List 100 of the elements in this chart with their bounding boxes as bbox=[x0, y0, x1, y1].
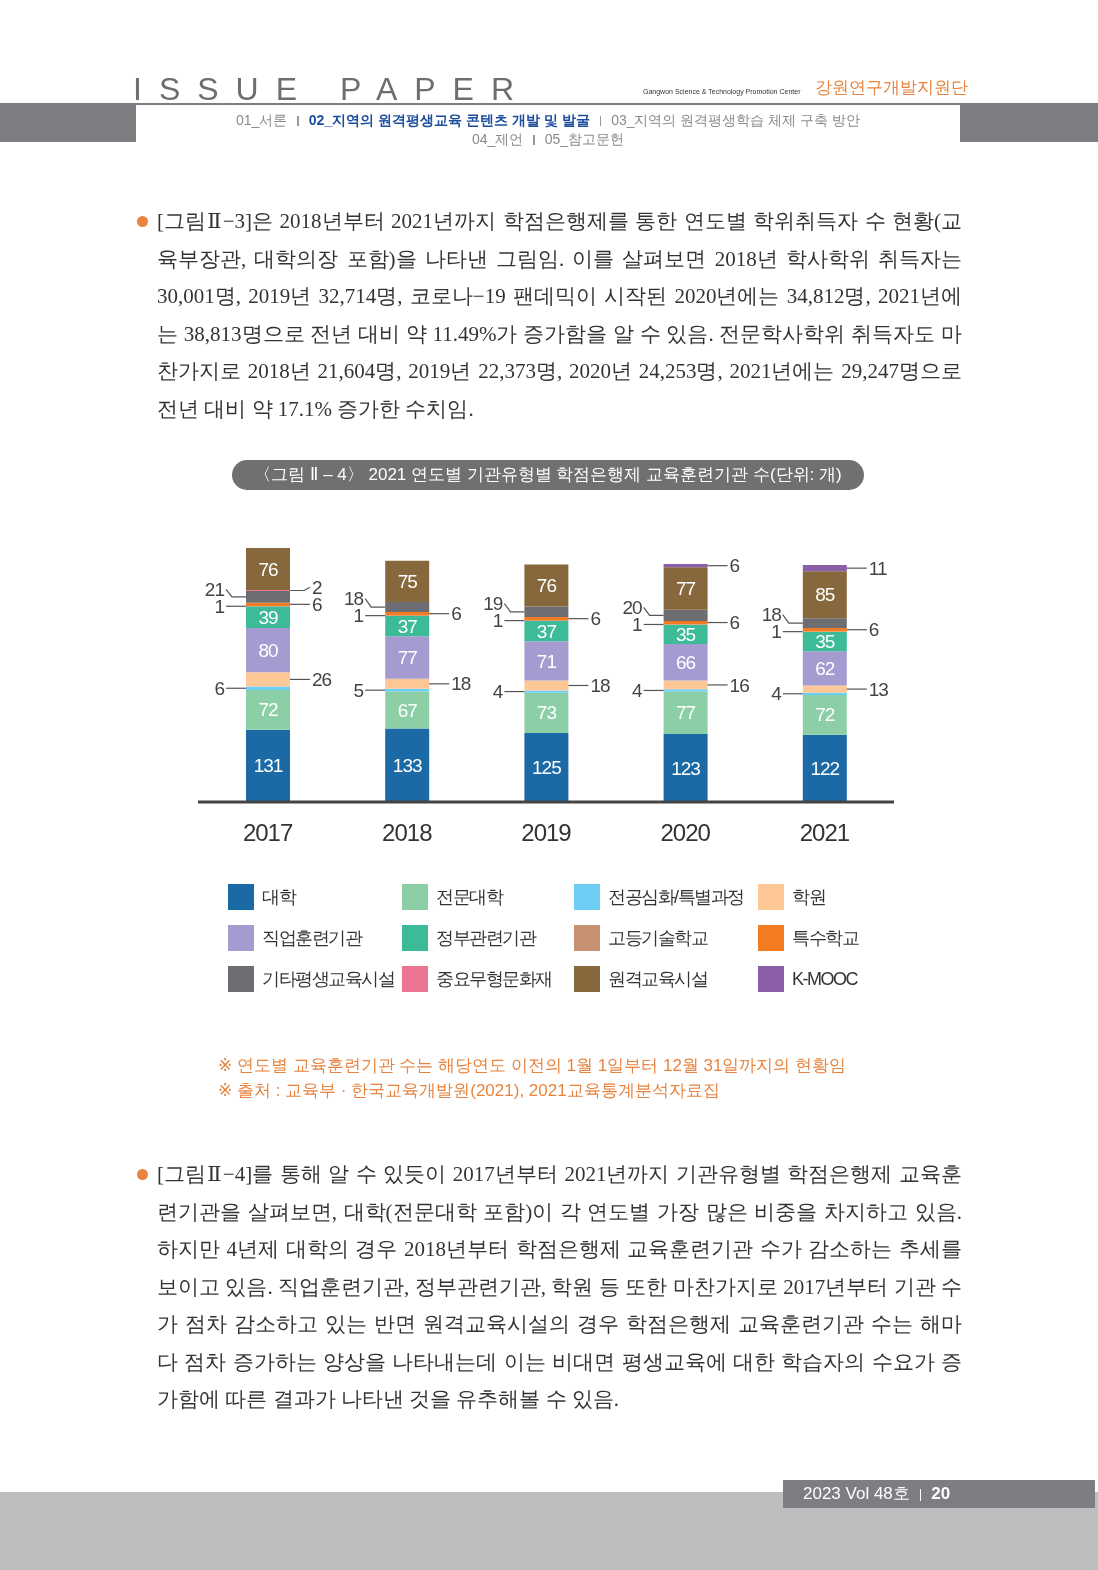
data-label: 13 bbox=[868, 678, 889, 700]
data-label: 85 bbox=[815, 584, 835, 606]
data-label: 72 bbox=[815, 704, 835, 726]
legend-label: K-MOOC bbox=[792, 968, 857, 990]
bar bbox=[802, 565, 847, 572]
data-label: 75 bbox=[397, 571, 418, 593]
text: 04_제언 bbox=[471, 131, 524, 147]
data-label: 133 bbox=[392, 754, 422, 776]
bar bbox=[524, 692, 569, 733]
text: 05_참고문헌 bbox=[544, 131, 625, 147]
data-label: 62 bbox=[815, 658, 835, 680]
bar bbox=[246, 672, 290, 687]
x-tick-label: 2018 bbox=[382, 819, 433, 847]
legend-label: 학원 bbox=[792, 886, 825, 909]
text: [그림Ⅱ−3]은 2018년부터 2021년까지 학점은행제를 통한 연도별 학위취득자 수 현황(교육부장관, 대학의장 포함)을 나타낸 그림임. 이를 살펴보면 2018년 학사학위 취득자는 30,001명, 2019년 32,714명, 코로나−19 팬데믹이 시작된 2020년에는 34,812명, 2021년에는 38,813명으로 전년 대비 약 11.49%가 증가함을 알 수 있음. 전문학사학위 취득자도 마찬가지로 2018년 21,604명, 2019년 22,373명, 2020년 24,253명, 2021년에는 29,247명으로 전년 대비 약 17.1% 증가한 수치임. bbox=[157, 208, 962, 423]
data-label: 18 bbox=[451, 673, 471, 695]
bar bbox=[524, 606, 569, 618]
text: [그림Ⅱ−4]를 통해 알 수 있듯이 2017년부터 2021년까지 기관유형별 학점은행제 교육훈련기관을 살펴보면, 대학(전문대학 포함)이 각 연도별 가장 많은 비중을 차지하고 있음. 하지만 4년제 대학의 경우 2018년부터 학점은행제 교육훈련기관 수가 감소하는 추세를 보이고 있음. 직업훈련기관, 정부관련기관, 학원 등 또한 마찬가지로 2017년부터 기관 수가 점차 감소하고 있는 반면 원격교육시설의 경우 학점은행제 교육훈련기관 수는 해마다 점차 증가하는 양상을 나타내는데 이는 비대면 평생교육에 대한 학습자의 수요가 증가함에 따른 결과가 나타낸 것을 유추해볼 수 있음. bbox=[157, 1161, 963, 1413]
legend-label: 기타평생교육시설 bbox=[262, 968, 394, 991]
bar bbox=[802, 618, 847, 629]
text: 02_지역의 원격평생교육 콘텐츠 개발 및 발굴 bbox=[308, 112, 590, 128]
bar bbox=[385, 691, 430, 729]
data-label: 35 bbox=[815, 631, 835, 653]
data-label: 66 bbox=[676, 651, 696, 673]
data-label: 77 bbox=[676, 578, 696, 600]
bar bbox=[663, 734, 708, 802]
bar bbox=[385, 602, 430, 613]
text: ※ 연도별 교육훈련기관 수는 해당연도 이전의 1월 1일부터 12월 31일까지의 현황임 bbox=[218, 1055, 847, 1077]
data-label: 6 bbox=[590, 608, 601, 630]
bar bbox=[385, 728, 430, 802]
legend-label: 원격교육시설 bbox=[608, 968, 707, 991]
data-label: 6 bbox=[729, 555, 740, 577]
data-label: 80 bbox=[258, 639, 278, 661]
bar bbox=[802, 694, 847, 735]
x-tick-label: 2017 bbox=[242, 819, 293, 847]
legend-label: 중요무형문화재 bbox=[436, 968, 552, 991]
bar bbox=[663, 680, 708, 690]
bar bbox=[524, 564, 569, 607]
bar bbox=[663, 689, 708, 692]
legend-label: 전공심화/특별과정 bbox=[608, 886, 744, 909]
bar bbox=[663, 567, 708, 610]
bar bbox=[524, 732, 569, 802]
bar bbox=[246, 602, 290, 606]
data-label: 6 bbox=[214, 677, 225, 699]
bar bbox=[246, 729, 290, 802]
bar bbox=[246, 591, 290, 603]
bar bbox=[663, 609, 708, 621]
x-tick-label: 2021 bbox=[799, 819, 850, 847]
x-tick-label: 2020 bbox=[660, 819, 711, 847]
bar bbox=[802, 692, 847, 695]
data-label: 5 bbox=[353, 679, 364, 701]
text: 2023 Vol 48호 bbox=[803, 1484, 910, 1503]
text: ※ 출처 : 교육부 · 한국교육개발원(2021), 2021교육통계분석자료집 bbox=[218, 1080, 721, 1102]
bar bbox=[663, 644, 708, 681]
legend-label: 직업훈련기관 bbox=[262, 927, 361, 950]
data-label: 26 bbox=[312, 669, 332, 691]
chart-title: 〈그림 Ⅱ – 4〉 2021 연도별 기관유형별 학점은행제 교육훈련기관 수(단위: 개) bbox=[232, 460, 864, 490]
bar bbox=[246, 628, 290, 673]
bar bbox=[524, 680, 569, 691]
text: 강원연구개발지원단 bbox=[815, 77, 968, 99]
data-label: 4 bbox=[632, 680, 644, 702]
bar bbox=[246, 548, 290, 590]
data-label: 125 bbox=[532, 757, 562, 779]
legend-label: 고등기술학교 bbox=[608, 927, 707, 950]
data-label: 77 bbox=[397, 647, 418, 669]
bar bbox=[802, 571, 847, 619]
data-label: 37 bbox=[536, 620, 557, 642]
bar bbox=[802, 734, 847, 802]
legend-label: 전문대학 bbox=[436, 886, 502, 909]
data-label: 11 bbox=[868, 557, 887, 579]
bar bbox=[385, 688, 430, 692]
data-label: 71 bbox=[536, 650, 557, 672]
data-label: 73 bbox=[536, 702, 557, 724]
legend-label: 대학 bbox=[262, 886, 295, 909]
data-label: 122 bbox=[810, 757, 840, 779]
data-label: 123 bbox=[671, 757, 701, 779]
text: 03_지역의 원격평생학습 체제 구축 방안 bbox=[611, 112, 861, 128]
data-label: 76 bbox=[258, 558, 278, 580]
bar bbox=[246, 689, 290, 730]
data-label: 6 bbox=[451, 603, 462, 625]
data-label: 131 bbox=[253, 755, 283, 777]
data-label: 6 bbox=[868, 619, 879, 641]
data-label: 39 bbox=[258, 606, 278, 628]
data-label: 77 bbox=[676, 702, 696, 724]
legend-label: 특수학교 bbox=[792, 927, 858, 950]
data-label: 67 bbox=[397, 699, 418, 721]
bar bbox=[663, 691, 708, 735]
bar bbox=[385, 678, 430, 689]
bar bbox=[385, 636, 430, 679]
bar bbox=[385, 560, 430, 603]
bar bbox=[524, 641, 569, 681]
data-label: 16 bbox=[729, 674, 750, 696]
data-label: 4 bbox=[492, 681, 504, 703]
bar bbox=[663, 620, 708, 625]
data-label: 76 bbox=[536, 575, 557, 597]
bar bbox=[524, 690, 569, 693]
data-label: 18 bbox=[590, 675, 610, 697]
bar bbox=[663, 564, 708, 568]
data-label: 72 bbox=[258, 699, 278, 721]
data-label: 35 bbox=[676, 624, 696, 646]
